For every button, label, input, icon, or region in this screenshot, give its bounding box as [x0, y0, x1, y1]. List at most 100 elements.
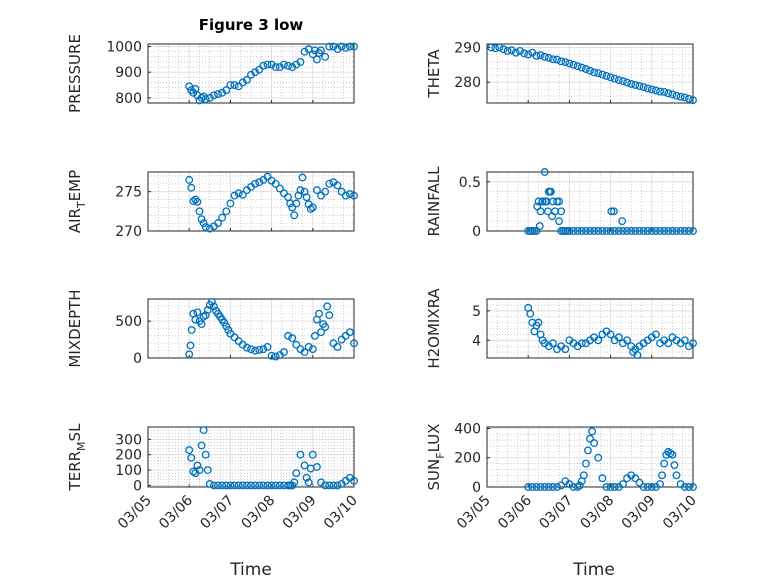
data-point	[251, 346, 260, 355]
data-point	[323, 302, 332, 311]
data-point	[350, 42, 358, 51]
data-point	[590, 439, 599, 448]
data-point	[321, 52, 330, 61]
data-point	[195, 466, 204, 475]
data-point	[271, 352, 280, 361]
data-point	[292, 60, 301, 69]
data-point	[242, 481, 251, 490]
y-tick-label: 0	[472, 224, 481, 240]
data-point	[292, 469, 301, 478]
data-point	[230, 191, 239, 200]
data-point	[267, 481, 276, 490]
data-point	[635, 82, 644, 90]
y-tick-label: 1000	[106, 40, 142, 56]
data-point	[561, 58, 570, 66]
data-point	[689, 339, 697, 348]
data-point	[333, 45, 342, 54]
data-point	[263, 172, 272, 181]
data-point	[209, 481, 218, 490]
data-point	[631, 227, 640, 235]
data-point	[610, 227, 619, 235]
data-point	[209, 91, 218, 100]
data-point	[647, 483, 656, 491]
data-point	[345, 328, 354, 337]
data-point	[234, 481, 243, 490]
data-point	[230, 81, 239, 89]
data-point	[540, 168, 549, 176]
data-point	[594, 227, 603, 235]
x-tick-label: 03/10	[321, 493, 361, 533]
data-point	[623, 336, 632, 345]
axes-rainfall: 0 0.5 RAINFALL	[425, 166, 697, 240]
data-point	[499, 45, 508, 54]
data-point	[533, 202, 542, 211]
data-point	[203, 466, 212, 475]
data-point	[329, 481, 338, 490]
data-point	[197, 441, 206, 450]
data-point	[658, 471, 667, 480]
data-point	[288, 63, 297, 72]
data-point	[214, 481, 222, 490]
data-point	[670, 461, 679, 469]
data-point	[614, 227, 623, 235]
data-point	[606, 330, 615, 339]
data-point	[606, 73, 615, 82]
data-point	[350, 339, 358, 348]
data-point	[191, 315, 200, 324]
data-point	[684, 227, 693, 235]
data-point	[647, 227, 656, 235]
data-point	[639, 83, 648, 91]
data-point	[586, 227, 594, 235]
data-point	[544, 53, 553, 62]
data-point	[300, 461, 309, 470]
data-point	[255, 178, 264, 187]
data-point	[284, 331, 293, 340]
data-point	[238, 78, 247, 87]
data-point	[602, 227, 611, 235]
data-point	[193, 461, 202, 470]
data-point	[255, 345, 264, 354]
y-tick-label: 300	[115, 432, 142, 448]
data-point	[218, 88, 227, 97]
data-point	[325, 481, 334, 490]
data-point	[312, 463, 321, 471]
data-point	[491, 44, 500, 53]
axes-frame	[147, 171, 355, 232]
data-point	[643, 227, 652, 235]
data-point	[631, 81, 640, 89]
data-point	[247, 481, 255, 490]
data-point	[214, 219, 222, 228]
data-point	[573, 227, 582, 235]
data-point	[588, 427, 597, 436]
data-point	[280, 60, 288, 69]
data-point	[664, 339, 673, 348]
data-point	[668, 90, 677, 99]
data-point	[540, 52, 549, 61]
data-point	[189, 197, 198, 206]
x-tick-label: 03/08	[578, 493, 618, 533]
data-point	[635, 478, 644, 487]
data-point	[610, 74, 619, 83]
data-point	[205, 479, 214, 488]
data-point	[557, 481, 566, 490]
data-point	[606, 483, 615, 491]
data-point	[199, 312, 208, 321]
data-point	[656, 227, 664, 235]
data-point	[664, 227, 673, 235]
y-tick-label: 900	[115, 65, 142, 81]
data-point	[205, 93, 214, 102]
data-point	[350, 191, 358, 200]
data-point	[187, 326, 196, 334]
x-tick-label: 03/09	[619, 493, 659, 533]
data-point	[247, 345, 255, 354]
data-point	[284, 61, 293, 70]
axes-frame	[147, 43, 355, 104]
data-point	[487, 43, 496, 52]
y-tick-label: 275	[115, 185, 142, 201]
data-point	[540, 483, 549, 491]
x-tick-label: 03/07	[536, 493, 576, 533]
axes-frame	[147, 426, 355, 488]
data-point	[251, 179, 260, 188]
data-point	[548, 55, 557, 64]
data-point	[242, 75, 251, 84]
